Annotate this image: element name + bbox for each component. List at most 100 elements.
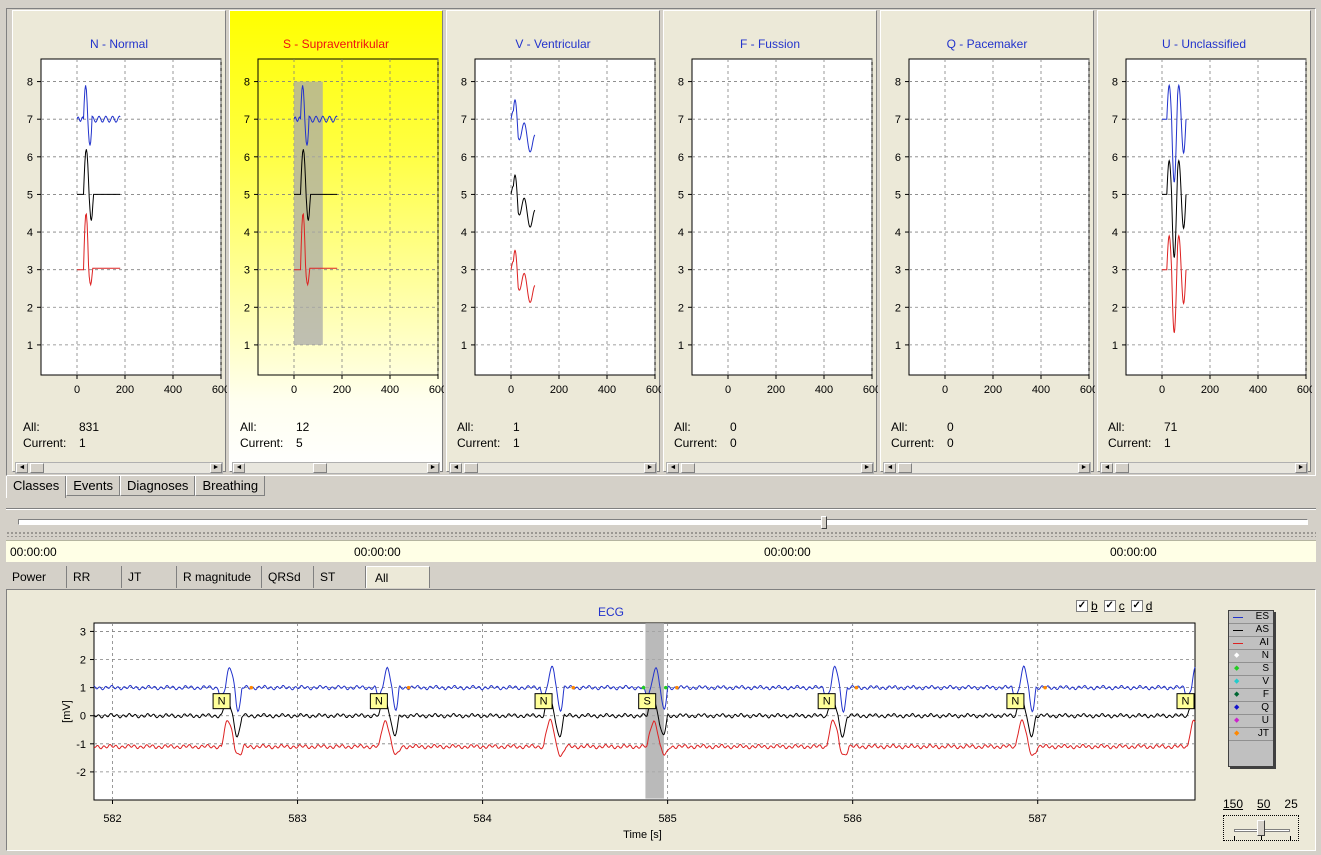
class-scrollbar[interactable]: ◄ ► (15, 462, 223, 474)
scroll-left-icon[interactable]: ◄ (16, 463, 28, 473)
class-panel-v[interactable]: V - Ventricular 1 2 3 4 5 6 7 8 0 200 400 600 All: 1 Cu… (446, 10, 661, 474)
current-label: Current: (674, 436, 718, 450)
scroll-left-icon[interactable]: ◄ (667, 463, 679, 473)
x-tick-label: 587 (1029, 813, 1047, 825)
beat-template-trace (1162, 234, 1187, 334)
checkbox-b[interactable]: ✓ b (1076, 599, 1098, 613)
tab-diagnoses[interactable]: Diagnoses (120, 476, 196, 496)
tab-classes[interactable]: Classes (6, 476, 67, 498)
scroll-right-icon[interactable]: ► (861, 463, 873, 473)
speed-tick (1261, 836, 1262, 840)
y-tick-label: 8 (1112, 77, 1118, 89)
x-tick-label: 0 (508, 384, 514, 396)
jt-marker (675, 685, 679, 690)
beat-label[interactable]: N (817, 693, 836, 710)
beat-label[interactable]: N (1006, 693, 1025, 710)
y-tick-label: 1 (461, 340, 467, 352)
time-label: 00:00:00 (764, 545, 811, 559)
current-label: Current: (891, 436, 935, 450)
class-counts: All: 71 Current: 1 (1108, 419, 1177, 451)
y-tick-label: 5 (27, 189, 33, 201)
x-tick-label: 200 (116, 384, 134, 396)
tab-power[interactable]: Power (6, 566, 67, 588)
x-tick-label: 200 (767, 384, 785, 396)
class-panel-f[interactable]: F - Fussion 1 2 3 4 5 6 7 8 0 200 400 600 All: 0 Curren… (663, 10, 878, 474)
scroll-left-icon[interactable]: ◄ (233, 463, 245, 473)
legend-label: ES (1255, 611, 1269, 622)
tab-jt[interactable]: JT (122, 566, 177, 588)
beat-label[interactable]: S (638, 693, 657, 710)
selected-beat-window[interactable] (645, 623, 664, 799)
class-scrollbar[interactable]: ◄ ► (232, 462, 440, 474)
beat-label[interactable]: N (212, 693, 231, 710)
tab-st[interactable]: ST (314, 566, 366, 588)
class-scrollbar[interactable]: ◄ ► (883, 462, 1091, 474)
scroll-thumb[interactable] (1115, 463, 1129, 473)
current-count: 5 (296, 436, 303, 450)
scroll-thumb[interactable] (681, 463, 695, 473)
scroll-left-icon[interactable]: ◄ (450, 463, 462, 473)
scroll-thumb[interactable] (30, 463, 44, 473)
class-scrollbar[interactable]: ◄ ► (1100, 462, 1308, 474)
tab-rr[interactable]: RR (67, 566, 122, 588)
y-tick-label: 4 (244, 227, 250, 239)
timeline-slider-track[interactable] (18, 519, 1308, 525)
class-panel-u[interactable]: U - Unclassified 1 2 3 4 5 6 7 8 0 200 400 600 All: 71… (1097, 10, 1312, 474)
y-tick-label: 4 (27, 227, 33, 239)
timeline-slider-thumb[interactable] (821, 516, 827, 529)
y-tick-label: 1 (80, 683, 86, 695)
legend-label: S (1262, 663, 1269, 674)
class-scrollbar[interactable]: ◄ ► (449, 462, 657, 474)
y-tick-label: 2 (678, 302, 684, 314)
tab-breathing[interactable]: Breathing (195, 476, 266, 496)
legend-dot-icon: ◆ (1234, 704, 1240, 711)
plot-area (474, 58, 656, 376)
scroll-right-icon[interactable]: ► (1295, 463, 1307, 473)
speed-slider[interactable] (1223, 815, 1299, 841)
legend-item-es: ES (1229, 611, 1273, 624)
beat-label[interactable]: N (534, 693, 553, 710)
x-tick-label: 582 (103, 813, 121, 825)
scroll-thumb[interactable] (313, 463, 327, 473)
beat-label-text: N (1011, 696, 1019, 708)
class-scrollbar[interactable]: ◄ ► (666, 462, 874, 474)
tab-qrsd[interactable]: QRSd (262, 566, 314, 588)
legend-dot-icon: ◆ (1234, 691, 1240, 698)
all-count: 0 (730, 420, 737, 434)
scroll-right-icon[interactable]: ► (1078, 463, 1090, 473)
scroll-thumb[interactable] (898, 463, 912, 473)
y-tick-label: 4 (461, 227, 467, 239)
y-tick-label: 8 (895, 77, 901, 89)
check-mark-icon: ✓ (1130, 600, 1143, 612)
beat-label[interactable]: N (369, 693, 388, 710)
scroll-thumb[interactable] (464, 463, 478, 473)
scroll-left-icon[interactable]: ◄ (1101, 463, 1113, 473)
scroll-right-icon[interactable]: ► (210, 463, 222, 473)
tab-events[interactable]: Events (66, 476, 120, 496)
y-tick-label: 6 (1112, 152, 1118, 164)
legend-label: F (1262, 689, 1269, 700)
checkbox-c[interactable]: ✓ c (1103, 599, 1125, 613)
tab-all[interactable]: All (366, 566, 430, 588)
class-panel-s[interactable]: S - Supraventrikular123456780200400600Al… (229, 10, 444, 474)
beat-label[interactable]: N (1176, 693, 1195, 710)
beat-template-trace (510, 249, 536, 304)
beat-template-trace (77, 149, 121, 221)
legend-item-ai: AI (1229, 637, 1273, 650)
class-title: U - Unclassified (1161, 37, 1247, 51)
plot-area (908, 58, 1090, 376)
legend-label: V (1262, 676, 1269, 687)
plot-area (1125, 58, 1307, 376)
class-panel-q[interactable]: Q - Pacemaker 1 2 3 4 5 6 7 8 0 200 400 600 All: 0 Curr… (880, 10, 1095, 474)
scroll-right-icon[interactable]: ► (644, 463, 656, 473)
x-tick-label: 584 (473, 813, 491, 825)
check-mark-icon: ✓ (1076, 600, 1088, 612)
scroll-right-icon[interactable]: ► (427, 463, 439, 473)
legend-item-n: ◆ N (1229, 650, 1273, 663)
speed-slider-knob[interactable] (1257, 820, 1265, 836)
class-panel-n[interactable]: N - Normal 1 2 3 4 5 6 7 8 0 200 400 600 All: 831 Curre… (12, 10, 227, 474)
tab-r-magnitude[interactable]: R magnitude (177, 566, 262, 588)
checkbox-d[interactable]: ✓ d (1130, 599, 1152, 613)
scroll-left-icon[interactable]: ◄ (884, 463, 896, 473)
